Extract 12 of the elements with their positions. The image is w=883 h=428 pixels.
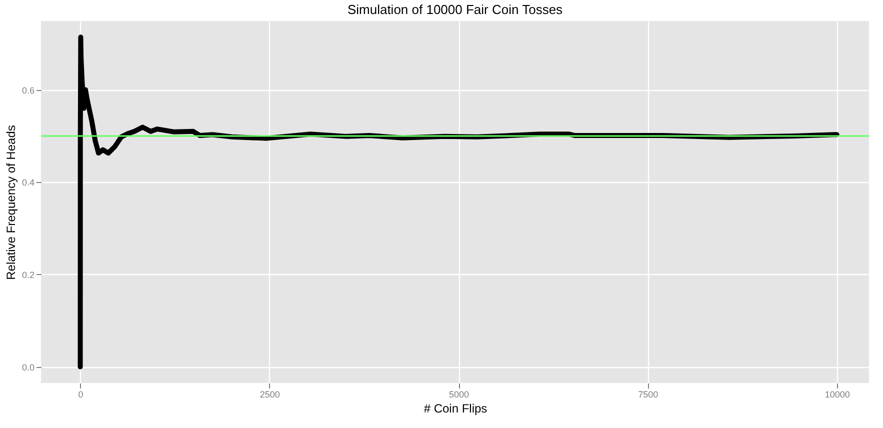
y-tick-label: 0.6 — [22, 85, 34, 96]
y-tick-label: 0.2 — [22, 270, 34, 280]
x-tick-label: 2500 — [260, 390, 280, 400]
x-tick-label: 5000 — [449, 390, 470, 400]
y-axis-title: Relative Frequency of Heads — [4, 125, 18, 280]
x-tick-label: 10000 — [824, 390, 850, 400]
chart-title: Simulation of 10000 Fair Coin Tosses — [347, 2, 564, 17]
x-axis-title: # Coin Flips — [424, 402, 488, 416]
x-tick-label: 0 — [78, 390, 84, 400]
y-tick-label: 0.0 — [22, 362, 34, 372]
x-tick-label: 7500 — [638, 390, 658, 400]
y-tick-label: 0.4 — [22, 178, 34, 188]
